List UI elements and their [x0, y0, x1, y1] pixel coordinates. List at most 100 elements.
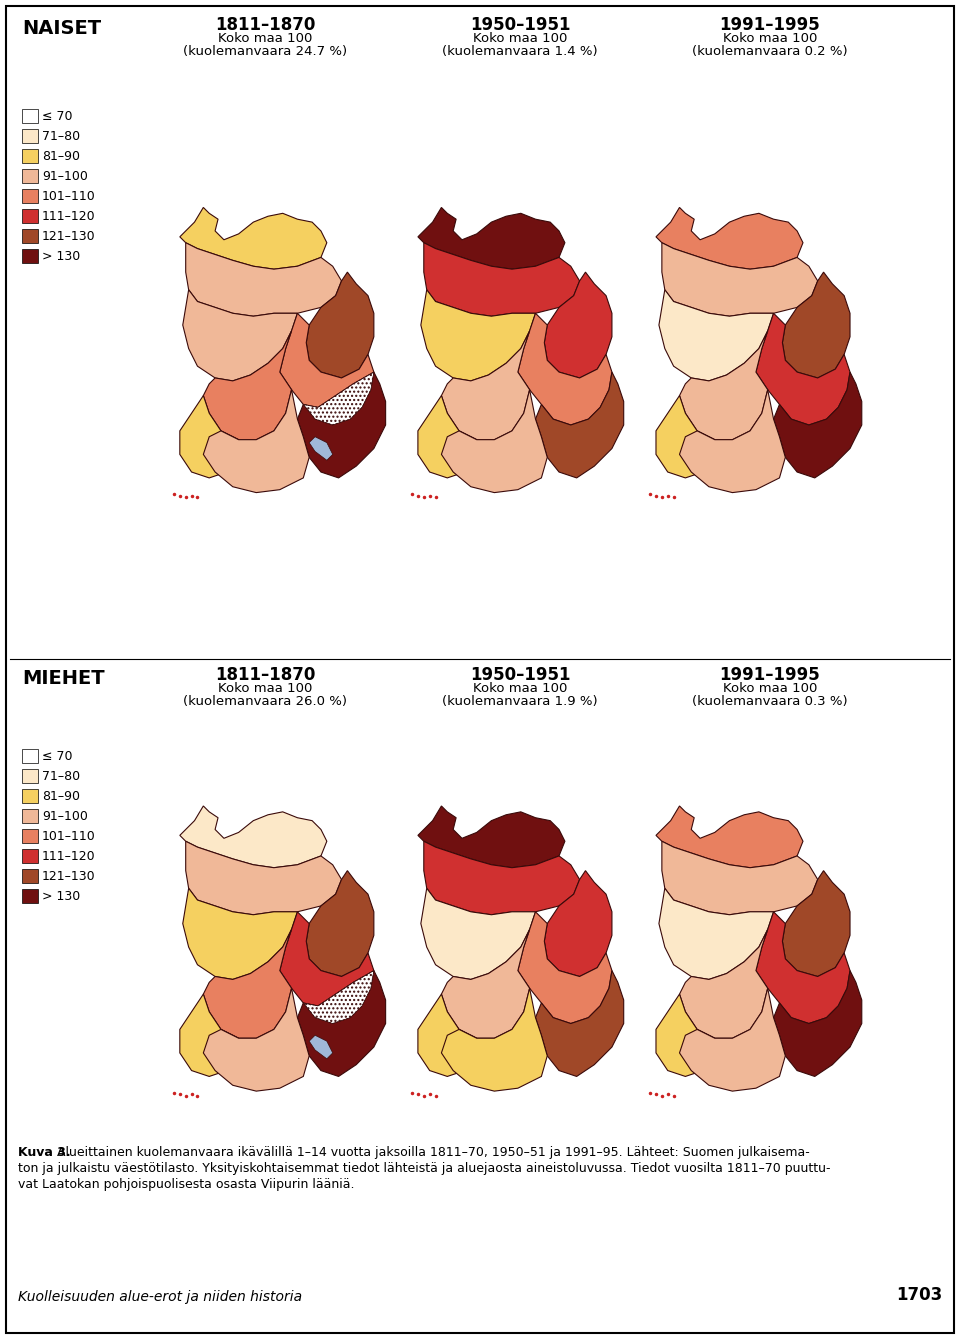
Polygon shape — [661, 242, 818, 316]
Polygon shape — [544, 272, 612, 378]
Text: vat Laatokan pohjoispuolisesta osasta Viipurin lääniä.: vat Laatokan pohjoispuolisesta osasta Vi… — [18, 1178, 354, 1190]
Text: 1811–1870: 1811–1870 — [215, 665, 315, 684]
Text: 1991–1995: 1991–1995 — [720, 16, 821, 33]
Text: 1991–1995: 1991–1995 — [720, 665, 821, 684]
Polygon shape — [782, 272, 850, 378]
Polygon shape — [420, 289, 536, 380]
Text: 1703: 1703 — [896, 1285, 942, 1304]
Polygon shape — [423, 841, 580, 915]
Polygon shape — [306, 272, 373, 378]
Polygon shape — [517, 313, 612, 424]
Polygon shape — [418, 395, 477, 478]
Bar — [22, 829, 38, 844]
Polygon shape — [420, 888, 536, 979]
Text: 121–130: 121–130 — [42, 869, 96, 882]
Polygon shape — [656, 208, 803, 269]
Text: ≤ 70: ≤ 70 — [42, 110, 73, 122]
Text: Koko maa 100: Koko maa 100 — [218, 682, 312, 695]
Polygon shape — [536, 372, 624, 478]
Text: 121–130: 121–130 — [42, 229, 96, 242]
Text: (kuolemanvaara 0.2 %): (kuolemanvaara 0.2 %) — [692, 46, 848, 58]
Text: 81–90: 81–90 — [42, 150, 80, 162]
Polygon shape — [204, 988, 309, 1091]
Polygon shape — [756, 912, 850, 1023]
Text: (kuolemanvaara 0.3 %): (kuolemanvaara 0.3 %) — [692, 695, 848, 708]
Polygon shape — [204, 929, 292, 1038]
Polygon shape — [656, 806, 803, 868]
Polygon shape — [204, 331, 292, 439]
Text: Koko maa 100: Koko maa 100 — [723, 682, 817, 695]
Polygon shape — [782, 870, 850, 976]
Polygon shape — [442, 331, 530, 439]
Polygon shape — [656, 395, 715, 478]
Polygon shape — [756, 313, 850, 424]
Polygon shape — [680, 929, 768, 1038]
Text: 81–90: 81–90 — [42, 790, 80, 802]
Polygon shape — [442, 988, 547, 1091]
Polygon shape — [659, 888, 774, 979]
Polygon shape — [279, 313, 373, 424]
Text: Alueittainen kuolemanvaara ikävälillä 1–14 vuotta jaksoilla 1811–70, 1950–51 ja : Alueittainen kuolemanvaara ikävälillä 1–… — [57, 1146, 809, 1160]
Text: 91–100: 91–100 — [42, 170, 88, 182]
Polygon shape — [418, 994, 477, 1077]
Polygon shape — [303, 372, 373, 424]
Bar — [22, 229, 38, 242]
Polygon shape — [517, 912, 612, 1023]
Polygon shape — [309, 1035, 333, 1059]
Polygon shape — [182, 888, 298, 979]
Polygon shape — [303, 971, 373, 1023]
Text: 101–110: 101–110 — [42, 190, 96, 202]
Polygon shape — [298, 971, 386, 1077]
Text: 1950–1951: 1950–1951 — [469, 665, 570, 684]
Polygon shape — [306, 870, 373, 976]
Polygon shape — [680, 988, 785, 1091]
Text: (kuolemanvaara 1.9 %): (kuolemanvaara 1.9 %) — [443, 695, 598, 708]
Text: ton ja julkaistu väestötilasto. Yksityiskohtaisemmat tiedot lähteistä ja aluejao: ton ja julkaistu väestötilasto. Yksityis… — [18, 1162, 830, 1176]
Bar — [22, 149, 38, 163]
Text: (kuolemanvaara 1.4 %): (kuolemanvaara 1.4 %) — [443, 46, 598, 58]
Bar — [22, 749, 38, 763]
Text: > 130: > 130 — [42, 249, 81, 262]
Text: MIEHET: MIEHET — [22, 670, 105, 688]
Polygon shape — [180, 806, 326, 868]
Bar — [22, 129, 38, 143]
Polygon shape — [656, 994, 715, 1077]
Text: (kuolemanvaara 24.7 %): (kuolemanvaara 24.7 %) — [183, 46, 348, 58]
Polygon shape — [309, 437, 333, 461]
Polygon shape — [279, 912, 373, 1023]
Polygon shape — [659, 289, 774, 380]
Text: NAISET: NAISET — [22, 19, 101, 37]
Polygon shape — [774, 372, 862, 478]
Text: ≤ 70: ≤ 70 — [42, 750, 73, 762]
Polygon shape — [544, 870, 612, 976]
Polygon shape — [680, 331, 768, 439]
Bar — [22, 169, 38, 183]
Bar — [22, 209, 38, 224]
Text: Koko maa 100: Koko maa 100 — [473, 682, 567, 695]
Polygon shape — [180, 208, 326, 269]
Text: (kuolemanvaara 26.0 %): (kuolemanvaara 26.0 %) — [183, 695, 347, 708]
Text: 111–120: 111–120 — [42, 209, 96, 222]
Text: 101–110: 101–110 — [42, 829, 96, 842]
Polygon shape — [418, 208, 564, 269]
Polygon shape — [180, 395, 239, 478]
Bar — [22, 809, 38, 823]
Bar — [22, 789, 38, 803]
Polygon shape — [298, 372, 386, 478]
Text: 91–100: 91–100 — [42, 810, 88, 822]
Polygon shape — [423, 242, 580, 316]
Polygon shape — [180, 994, 239, 1077]
Polygon shape — [185, 841, 342, 915]
Text: 1950–1951: 1950–1951 — [469, 16, 570, 33]
Polygon shape — [536, 971, 624, 1077]
Text: Kuva 3.: Kuva 3. — [18, 1146, 71, 1160]
Text: 71–80: 71–80 — [42, 770, 80, 782]
Bar — [22, 108, 38, 123]
Text: 111–120: 111–120 — [42, 849, 96, 862]
Bar — [22, 249, 38, 262]
Polygon shape — [182, 289, 298, 380]
Text: Koko maa 100: Koko maa 100 — [723, 32, 817, 46]
Polygon shape — [680, 390, 785, 493]
Polygon shape — [442, 390, 547, 493]
Bar — [22, 769, 38, 783]
